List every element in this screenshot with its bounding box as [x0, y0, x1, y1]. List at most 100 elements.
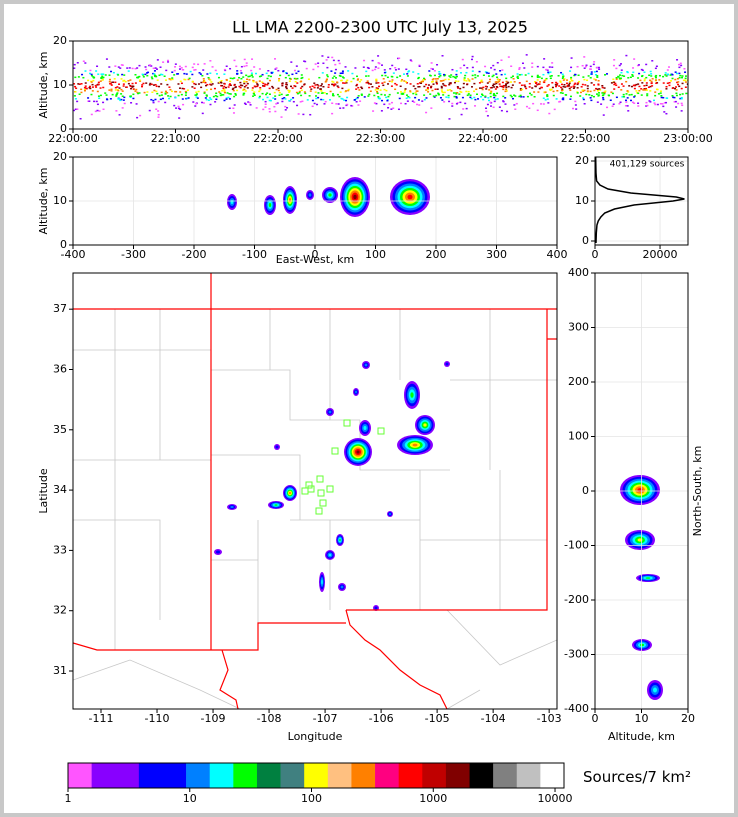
- source-pixel: [618, 77, 621, 80]
- x-tick-label: -109: [201, 712, 226, 725]
- source-pixel: [679, 62, 682, 65]
- source-pixel: [231, 77, 234, 80]
- source-pixel: [262, 82, 265, 85]
- source-pixel: [173, 104, 176, 107]
- source-pixel: [168, 97, 171, 100]
- density-field: [73, 54, 688, 120]
- source-pixel: [613, 83, 616, 86]
- source-pixel: [417, 76, 420, 79]
- source-pixel: [536, 79, 539, 81]
- source-pixel: [525, 87, 528, 90]
- source-pixel: [184, 90, 187, 93]
- source-pixel: [275, 67, 278, 69]
- source-pixel: [675, 106, 678, 108]
- source-pixel: [559, 100, 562, 103]
- source-pixel: [583, 103, 586, 105]
- source-pixel: [670, 80, 673, 82]
- source-pixel: [405, 68, 408, 71]
- source-pixel: [285, 87, 288, 90]
- source-pixel: [582, 98, 585, 101]
- source-pixel: [678, 66, 681, 69]
- source-pixel: [102, 86, 105, 89]
- source-pixel: [598, 92, 601, 94]
- source-pixel: [562, 79, 565, 81]
- source-pixel: [177, 94, 180, 97]
- source-pixel: [478, 87, 481, 89]
- source-pixel: [496, 81, 499, 83]
- source-pixel: [283, 97, 286, 99]
- source-pixel: [211, 83, 214, 85]
- density-cell: [412, 443, 418, 447]
- source-pixel: [557, 75, 560, 77]
- source-pixel: [96, 84, 99, 86]
- source-pixel: [406, 100, 409, 102]
- x-tick-label: 22:30:00: [356, 132, 405, 145]
- x-tick-label: 10: [635, 712, 649, 725]
- source-pixel: [87, 97, 90, 99]
- density-cell: [328, 193, 332, 197]
- source-pixel: [114, 81, 117, 84]
- source-pixel: [99, 80, 102, 82]
- source-pixel: [570, 57, 573, 59]
- source-pixel: [603, 87, 606, 89]
- source-pixel: [607, 94, 610, 96]
- source-pixel: [298, 90, 301, 93]
- source-pixel: [335, 103, 338, 105]
- source-pixel: [231, 88, 234, 91]
- source-pixel: [544, 78, 547, 81]
- source-pixel: [459, 67, 462, 69]
- source-pixel: [325, 92, 328, 95]
- source-pixel: [650, 73, 653, 75]
- source-pixel: [515, 102, 518, 105]
- source-pixel: [455, 103, 458, 105]
- source-pixel: [331, 56, 334, 59]
- source-pixel: [388, 80, 391, 83]
- source-pixel: [671, 95, 674, 97]
- x-tick-label: -100: [242, 248, 267, 261]
- source-pixel: [504, 73, 507, 76]
- source-pixel: [96, 65, 99, 68]
- source-pixel: [596, 76, 599, 79]
- source-pixel: [390, 101, 393, 104]
- source-pixel: [409, 83, 412, 85]
- source-pixel: [258, 80, 261, 82]
- source-pixel: [453, 81, 456, 84]
- y-tick-label: 37: [53, 302, 67, 315]
- source-pixel: [238, 85, 241, 88]
- source-pixel: [286, 107, 289, 109]
- y-tick-label: 10: [53, 78, 67, 91]
- source-pixel: [533, 95, 536, 98]
- source-pixel: [521, 88, 524, 91]
- source-pixel: [671, 77, 674, 80]
- source-pixel: [418, 65, 421, 67]
- source-pixel: [155, 85, 158, 88]
- source-pixel: [596, 93, 599, 95]
- source-pixel: [291, 73, 294, 76]
- source-pixel: [534, 85, 537, 87]
- source-pixel: [640, 75, 643, 78]
- source-pixel: [593, 71, 596, 73]
- x-tick-label: -300: [121, 248, 146, 261]
- source-pixel: [218, 91, 221, 93]
- source-pixel: [522, 96, 525, 98]
- source-pixel: [120, 93, 123, 95]
- source-pixel: [134, 67, 137, 70]
- source-pixel: [243, 58, 246, 61]
- source-pixel: [332, 84, 335, 87]
- annotation: 401,129 sources: [610, 160, 685, 170]
- source-pixel: [334, 72, 337, 74]
- colorbar-segment: [186, 763, 211, 788]
- source-pixel: [95, 70, 98, 72]
- source-pixel: [147, 71, 150, 74]
- source-pixel: [570, 95, 573, 98]
- source-pixel: [214, 94, 217, 97]
- source-pixel: [209, 79, 212, 81]
- source-pixel: [527, 72, 530, 75]
- x-tick-label: -400: [61, 248, 86, 261]
- source-pixel: [531, 87, 534, 89]
- source-pixel: [122, 83, 125, 85]
- source-pixel: [487, 72, 490, 75]
- source-pixel: [447, 94, 450, 97]
- source-pixel: [266, 96, 269, 99]
- source-pixel: [164, 90, 167, 93]
